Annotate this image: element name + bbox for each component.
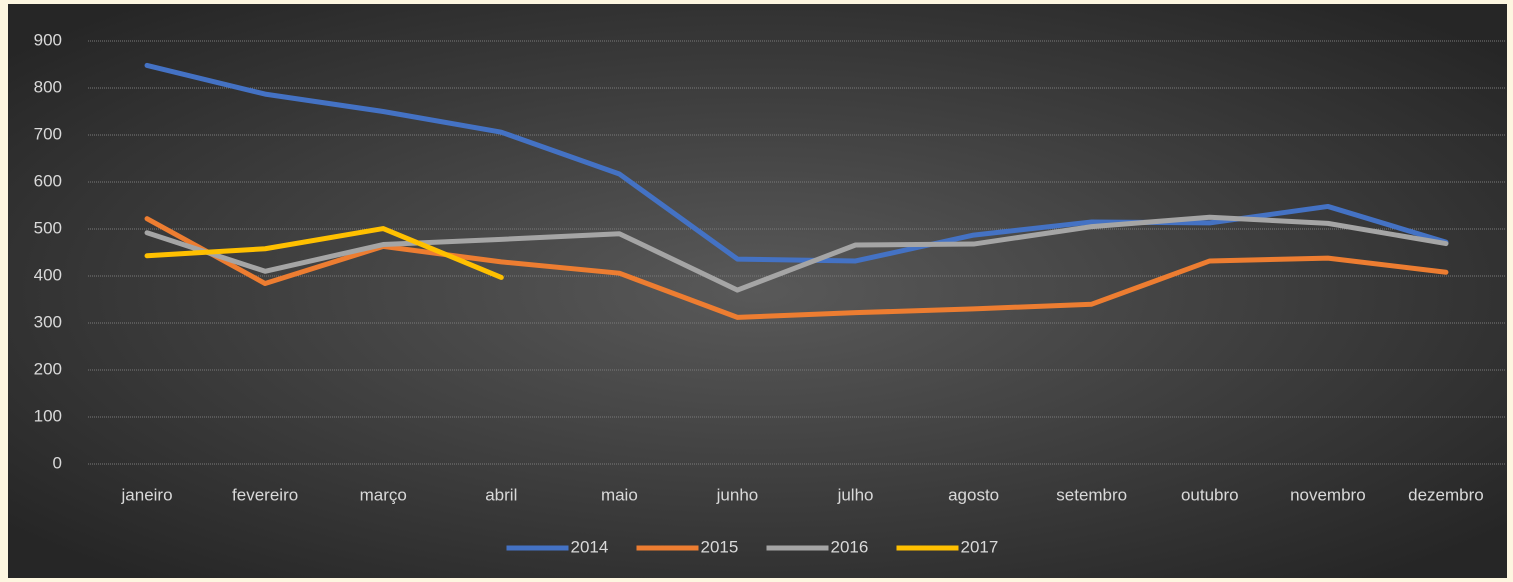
y-tick-label: 900 [34,30,62,49]
y-tick-label: 0 [53,453,62,472]
x-tick-label: janeiro [121,485,173,504]
y-tick-label: 600 [34,171,62,190]
y-tick-label: 500 [34,218,62,237]
legend-label: 2015 [701,537,739,556]
x-tick-label: setembro [1056,485,1127,504]
x-tick-label: outubro [1181,485,1239,504]
x-tick-label: abril [485,485,517,504]
x-tick-label: junho [716,485,759,504]
legend-label: 2017 [961,537,999,556]
series-line [144,226,504,280]
y-tick-label: 700 [34,124,62,143]
y-tick-label: 300 [34,312,62,331]
series-line [144,216,1449,320]
y-tick-label: 400 [34,265,62,284]
x-tick-label: novembro [1290,485,1366,504]
x-tick-label: maio [601,485,638,504]
x-tick-label: março [360,485,407,504]
y-tick-label: 100 [34,406,62,425]
x-tick-label: julho [837,485,874,504]
legend-label: 2016 [831,537,869,556]
legend-label: 2014 [571,537,609,556]
chart-area [8,4,1507,578]
x-tick-label: agosto [948,485,999,504]
x-tick-label: fevereiro [232,485,298,504]
y-tick-label: 200 [34,359,62,378]
y-tick-label: 800 [34,77,62,96]
series-line [144,214,1449,293]
x-tick-label: dezembro [1408,485,1484,504]
